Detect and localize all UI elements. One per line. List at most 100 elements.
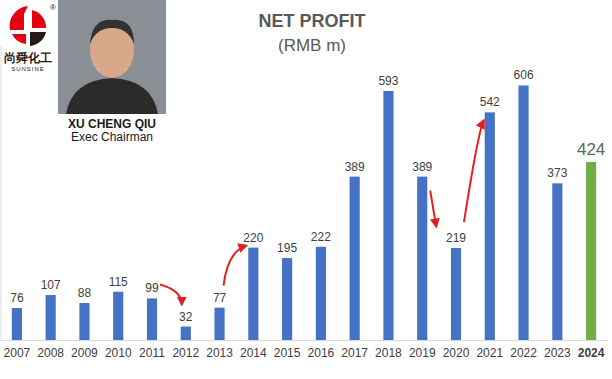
data-label: 222 [311,230,331,244]
x-tick: 2011 [139,340,165,360]
data-label: 389 [412,160,432,174]
bar [46,295,56,340]
bars [12,85,596,340]
bar [79,303,89,340]
x-tick-label: 2009 [71,346,98,360]
data-label: 219 [446,231,466,245]
arrow [160,284,182,304]
bar [485,112,495,340]
title: NET PROFIT [259,11,366,31]
arrow [430,191,436,227]
logo-shape [32,10,46,28]
arrow [464,120,484,222]
x-tick: 2013 [206,340,233,360]
logo-shape [10,6,28,30]
portrait-hair [90,20,134,44]
x-tick: 2010 [105,340,132,360]
bar [518,85,528,340]
bar [451,248,461,340]
x-tick-label: 2023 [544,346,571,360]
bar [214,308,224,340]
x-tick: 2009 [71,340,98,360]
logo: ® 尚舜化工SUNSINE [4,3,56,72]
portrait-background [58,0,166,114]
x-tick: 2020 [443,340,470,360]
chart: NET PROFIT (RMB m) 2007 2008 2009 2010 2011 201… [0,0,612,379]
x-axis-line [1,340,609,341]
x-tick-label: 2017 [341,346,368,360]
x-tick: 2015 [274,340,301,360]
x-tick-label: 2007 [4,346,31,360]
x-tick: 2016 [308,340,335,360]
subtitle: (RMB m) [278,36,346,55]
bar [147,298,157,340]
y-axis [1,47,2,341]
logo-mark: ® [50,3,56,12]
x-tick-label: 2013 [206,346,233,360]
data-label: 77 [213,291,227,305]
bar [316,247,326,340]
x-tick: 2007 [4,340,31,360]
x-tick-label: 2020 [443,346,470,360]
x-tick: 2023 [544,340,571,360]
bar [248,248,258,340]
x-tick: 2022 [510,340,537,360]
x-tick: 2021 [476,340,503,360]
data-label: 220 [243,231,263,245]
data-labels: 76 107 88 115 99 32 77 220 195 222 389 593 389 219 542… [10,68,605,323]
x-tick-label: 2011 [139,346,165,360]
x-tick-label: 2008 [37,346,64,360]
data-label: 115 [109,275,128,289]
data-label: 107 [41,278,61,292]
data-label: 195 [277,241,297,255]
logo-shape [30,32,46,46]
x-tick-label: 2016 [308,346,335,360]
data-label: 99 [145,281,159,295]
x-tick: 2008 [37,340,64,360]
person-role: Exec Chairman [71,130,153,144]
logo-subtext: SUNSINE [11,66,45,72]
logo-text: 尚舜化工 [4,51,52,65]
data-label: 389 [345,160,365,174]
x-tick-label: 2021 [476,346,503,360]
data-label: 373 [547,166,567,180]
logo-shape [12,34,26,44]
bar [417,177,427,340]
x-tick-label: 2010 [105,346,132,360]
data-label: 76 [10,291,24,305]
x-axis: 2007 2008 2009 2010 2011 2012 2013 2014 2015 2016… [1,340,609,360]
bar [181,327,191,340]
x-tick: 2024 [578,340,605,360]
portrait-body [66,78,158,114]
bar [383,91,393,340]
bar [113,292,123,340]
x-tick: 2019 [409,340,436,360]
x-tick: 2018 [375,340,402,360]
y-axis-line [1,47,2,341]
bar [282,258,292,340]
x-tick: 2014 [240,340,267,360]
x-tick-label: 2014 [240,346,267,360]
portrait [58,0,166,114]
person-name: XU CHENG QIU [68,117,156,131]
x-tick-label: 2019 [409,346,436,360]
x-tick-label: 2012 [172,346,199,360]
x-tick-label: 2022 [510,346,537,360]
data-label: 424 [577,140,605,159]
bar [586,162,596,340]
data-label: 606 [514,68,534,82]
x-tick-label: 2015 [274,346,301,360]
bar [350,177,360,340]
data-label: 542 [480,95,500,109]
data-label: 88 [78,286,92,300]
x-tick-label: 2024 [578,346,605,360]
bar [12,308,22,340]
arrows [160,120,484,304]
data-label: 32 [179,310,193,324]
x-tick: 2017 [341,340,368,360]
x-tick-label: 2018 [375,346,402,360]
arrow [224,246,247,286]
bar [552,183,562,340]
x-tick: 2012 [172,340,199,360]
data-label: 593 [378,74,398,88]
